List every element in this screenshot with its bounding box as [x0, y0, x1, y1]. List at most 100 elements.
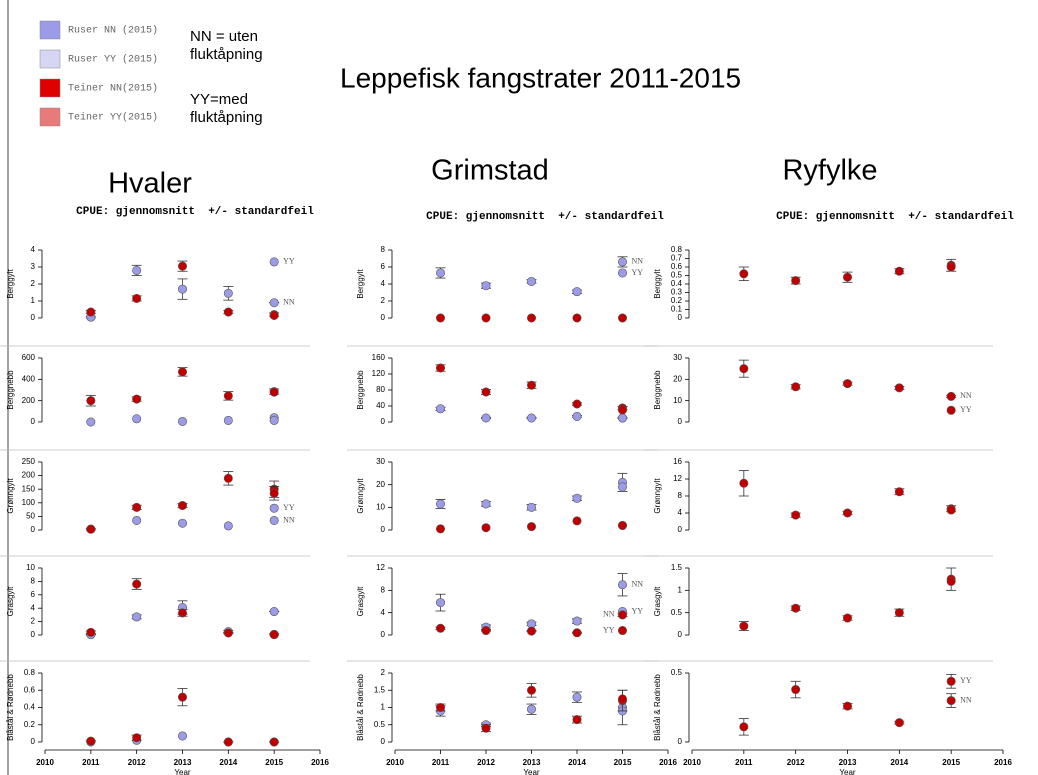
- data-point: [739, 621, 749, 631]
- y-axis-label: Berggylt: [356, 269, 365, 299]
- y-tick-label: 12: [376, 563, 385, 572]
- x-tick-label: 2010: [386, 758, 404, 767]
- y-tick-label: 1.5: [374, 685, 386, 694]
- y-tick-label: 200: [22, 471, 36, 480]
- data-point: [617, 610, 627, 620]
- x-tick-label: 2014: [568, 758, 586, 767]
- data-point: [132, 265, 142, 275]
- data-point: [435, 268, 445, 278]
- y-tick-label: 0.4: [671, 279, 683, 288]
- data-point: [86, 736, 96, 746]
- y-tick-label: 0: [31, 525, 36, 534]
- data-point: [178, 416, 188, 426]
- y-tick-label: 0: [678, 525, 683, 534]
- x-tick-label: 2013: [174, 758, 192, 767]
- y-tick-label: 0.5: [671, 271, 683, 280]
- x-tick-label: 2013: [839, 758, 857, 767]
- y-tick-label: 0: [381, 525, 386, 534]
- x-axis-label: Year: [839, 768, 856, 775]
- y-tick-label: 0: [381, 313, 386, 322]
- y-tick-label: 400: [22, 374, 36, 383]
- data-point: [132, 733, 142, 743]
- legend-label: Ruser YY (2015): [68, 54, 158, 66]
- data-point: [132, 612, 142, 622]
- data-point: [572, 399, 582, 409]
- legend-swatch: [39, 107, 61, 127]
- y-tick-label: 80: [376, 385, 385, 394]
- y-tick-label: 8: [678, 491, 683, 500]
- y-tick-label: 100: [22, 498, 36, 507]
- data-point: [435, 702, 445, 712]
- point-label: NN: [632, 257, 644, 266]
- data-point: [894, 608, 904, 618]
- y-tick-label: 0: [381, 417, 386, 426]
- data-point: [481, 413, 491, 423]
- data-point: [791, 603, 801, 613]
- point-label: YY: [960, 405, 972, 414]
- point-label: YY: [960, 676, 972, 685]
- data-point: [223, 415, 233, 425]
- data-point: [269, 257, 279, 267]
- y-tick-label: 6: [381, 262, 386, 271]
- point-label: NN: [603, 610, 615, 619]
- data-point: [178, 608, 188, 618]
- x-tick-label: 2015: [942, 758, 960, 767]
- column-title: Grimstad: [431, 155, 549, 187]
- x-tick-label: 2012: [477, 758, 495, 767]
- y-tick-label: 12: [673, 474, 682, 483]
- x-tick-label: 2015: [265, 758, 283, 767]
- point-label: YY: [283, 257, 295, 266]
- x-tick-label: 2010: [36, 758, 54, 767]
- y-tick-label: 6: [31, 590, 36, 599]
- data-point: [791, 276, 801, 286]
- y-tick-label: 10: [673, 396, 682, 405]
- data-point: [572, 516, 582, 526]
- x-tick-label: 2014: [219, 758, 237, 767]
- data-point: [739, 478, 749, 488]
- data-point: [791, 510, 801, 520]
- y-tick-label: 8: [31, 577, 36, 586]
- data-point: [269, 630, 279, 640]
- y-tick-label: 0.7: [671, 254, 683, 263]
- y-tick-label: 0: [678, 417, 683, 426]
- x-tick-label: 2013: [523, 758, 541, 767]
- y-tick-label: 0.4: [24, 703, 36, 712]
- data-point: [223, 521, 233, 531]
- y-tick-label: 0.5: [671, 608, 683, 617]
- y-tick-label: 1: [678, 585, 683, 594]
- data-point: [739, 269, 749, 279]
- data-point: [526, 276, 536, 286]
- data-point: [791, 685, 801, 695]
- data-point: [86, 627, 96, 637]
- data-point: [791, 382, 801, 392]
- y-tick-label: 20: [376, 480, 385, 489]
- point-label: NN: [283, 515, 295, 524]
- x-tick-label: 2014: [890, 758, 908, 767]
- y-axis-label: Grønngylt: [653, 478, 662, 514]
- data-point: [526, 313, 536, 323]
- data-point: [435, 313, 445, 323]
- legend-label: Teiner YY(2015): [68, 112, 158, 124]
- y-tick-label: 0.5: [374, 720, 386, 729]
- data-point: [269, 515, 279, 525]
- y-tick-label: 160: [372, 353, 386, 362]
- y-axis-label: Grasgylt: [6, 586, 15, 617]
- y-axis-label: Berggnebb: [356, 370, 365, 410]
- data-point: [269, 310, 279, 320]
- legend-note: NN = uten fluktåpning: [190, 28, 263, 63]
- data-point: [572, 715, 582, 725]
- data-point: [526, 704, 536, 714]
- data-point: [178, 367, 188, 377]
- point-label: NN: [960, 391, 972, 400]
- y-tick-label: 0: [381, 630, 386, 639]
- y-tick-label: 0: [678, 313, 683, 322]
- data-point: [572, 493, 582, 503]
- data-point: [435, 363, 445, 373]
- y-tick-label: 30: [376, 457, 385, 466]
- y-axis-label: Berggnebb: [6, 370, 15, 410]
- legend-swatch: [39, 20, 61, 40]
- data-point: [178, 284, 188, 294]
- data-point: [132, 414, 142, 424]
- data-point: [526, 380, 536, 390]
- y-axis-label: Grønngylt: [6, 478, 15, 514]
